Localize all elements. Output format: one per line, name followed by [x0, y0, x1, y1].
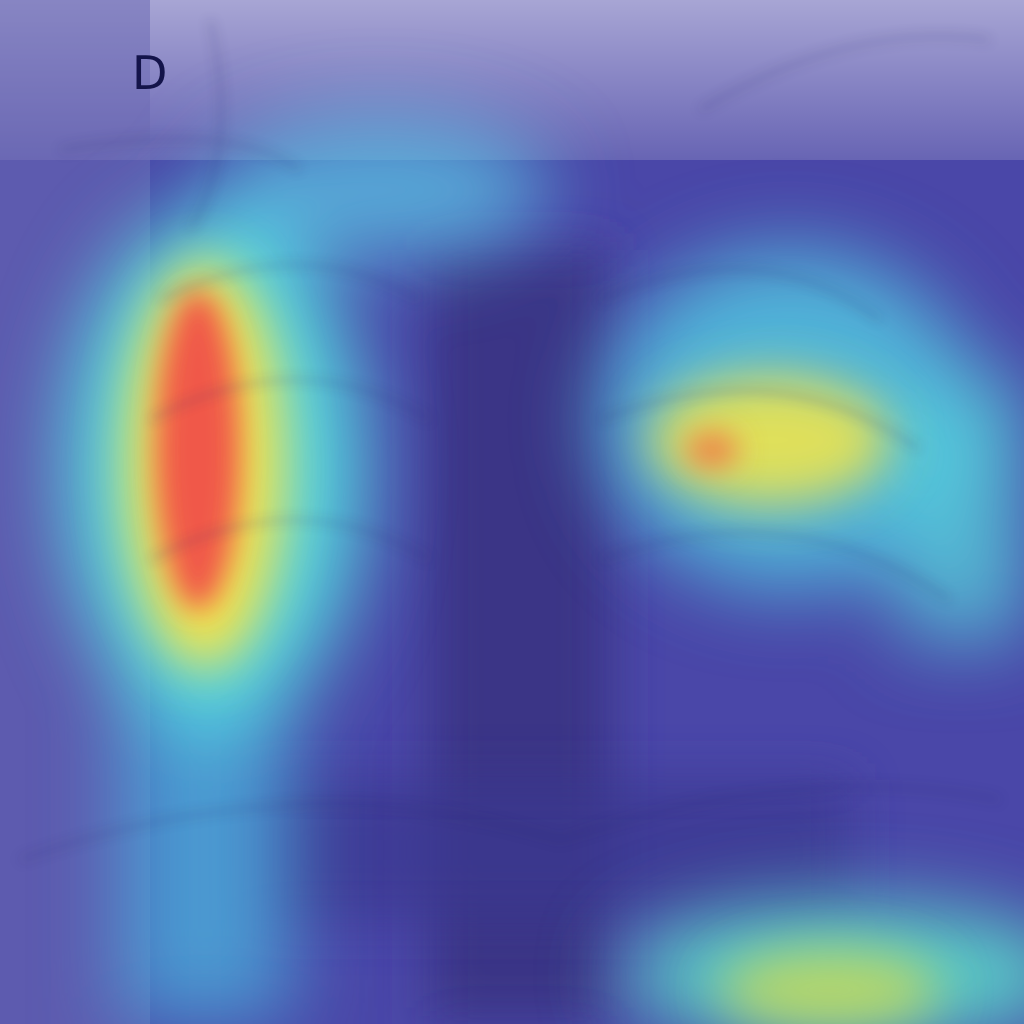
- rib-outlines: [19, 19, 1001, 862]
- top-neck-region: [0, 0, 1024, 160]
- panel-label: D: [132, 46, 168, 100]
